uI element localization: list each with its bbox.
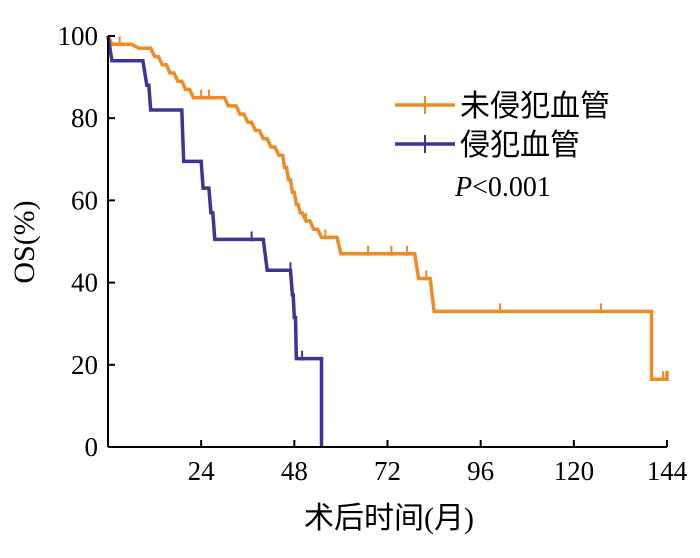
- y-tick-label: 20: [71, 350, 98, 380]
- y-tick-label: 0: [85, 432, 99, 462]
- y-tick-label: 60: [71, 185, 98, 215]
- x-tick-label: 120: [554, 456, 595, 486]
- legend-label-series-1: 侵犯血管: [460, 129, 580, 162]
- x-tick-label: 72: [374, 456, 401, 486]
- x-tick-label: 24: [188, 456, 216, 486]
- axes: 0 20 40 60 80 100 24 48 72 96 120 144: [58, 21, 688, 486]
- plot-area: [106, 35, 669, 447]
- x-tick-label: 96: [467, 456, 494, 486]
- x-tick-label: 48: [281, 456, 308, 486]
- y-axis-title: OS(%): [8, 200, 41, 283]
- x-axis-title: 术后时间(月): [304, 502, 474, 535]
- p-value-symbol: P: [454, 172, 472, 203]
- x-tick-label: 144: [647, 456, 688, 486]
- y-tick-label: 40: [71, 268, 98, 298]
- survival-curve-series-1: [106, 35, 324, 447]
- p-value-text: <0.001: [472, 172, 551, 203]
- survival-curve-series-0: [106, 35, 669, 381]
- legend: 未侵犯血管 侵犯血管 P<0.001: [395, 90, 610, 203]
- y-tick-label: 80: [71, 103, 98, 133]
- legend-label-series-0: 未侵犯血管: [460, 90, 610, 123]
- y-tick-label: 100: [58, 21, 99, 51]
- p-value-annotation: P<0.001: [454, 172, 551, 203]
